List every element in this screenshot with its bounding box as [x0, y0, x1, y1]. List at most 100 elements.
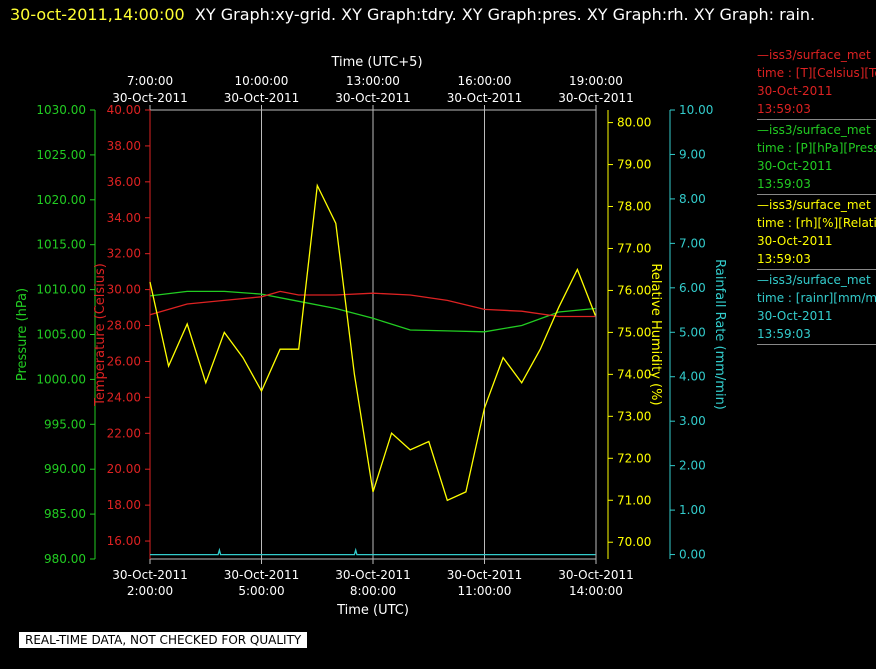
legend-entry-line1: —iss3/surface_met [757, 48, 871, 62]
temperature-tick-label: 22.00 [107, 426, 141, 440]
pressure-tick-label: 1020.00 [36, 193, 86, 207]
legend-entry-line3: 30-Oct-2011 [757, 84, 833, 98]
quality-notice: REAL-TIME DATA, NOT CHECKED FOR QUALITY [19, 632, 308, 648]
top-tick-date: 30-Oct-2011 [224, 91, 300, 105]
pressure-tick-label: 1005.00 [36, 328, 86, 342]
legend-entry-line4: 13:59:03 [757, 102, 811, 116]
legend-entry-line3: 30-Oct-2011 [757, 159, 833, 173]
humidity-tick-label: 77.00 [617, 241, 651, 255]
temperature-tick-label: 16.00 [107, 534, 141, 548]
top-axis-label: Time (UTC+5) [330, 55, 422, 70]
humidity-tick-label: 70.00 [617, 535, 651, 549]
legend-entry-line4: 13:59:03 [757, 327, 811, 341]
x-axis-label: Time (UTC) [336, 603, 409, 618]
top-tick-date: 30-Oct-2011 [447, 91, 523, 105]
pressure-axis-label: Pressure (hPa) [15, 288, 30, 381]
pressure-tick-label: 980.00 [44, 552, 86, 566]
humidity-tick-label: 75.00 [617, 325, 651, 339]
temperature-tick-label: 18.00 [107, 498, 141, 512]
x-tick-date: 30-Oct-2011 [335, 568, 411, 582]
humidity-tick-label: 74.00 [617, 367, 651, 381]
x-tick-time: 2:00:00 [127, 584, 173, 598]
top-tick-date: 30-Oct-2011 [558, 91, 634, 105]
temperature-tick-label: 34.00 [107, 211, 141, 225]
x-tick-date: 30-Oct-2011 [558, 568, 634, 582]
temperature-tick-label: 30.00 [107, 283, 141, 297]
multi-axis-chart: 30-Oct-2011 2:00:00 30-Oct-2011 5:00:00 30-O… [15, 55, 727, 618]
rainfall-tick-label: 4.00 [679, 370, 706, 384]
top-tick-time: 13:00:00 [346, 74, 400, 88]
humidity-tick-label: 71.00 [617, 493, 651, 507]
pressure-tick-label: 995.00 [44, 417, 86, 431]
temperature-axis-label: Temperature (Celsius) [93, 263, 108, 407]
temperature-tick-label: 38.00 [107, 139, 141, 153]
pressure-tick-label: 1000.00 [36, 372, 86, 386]
rainfall-tick-label: 0.00 [679, 548, 706, 562]
humidity-tick-label: 76.00 [617, 283, 651, 297]
legend: —iss3/surface_met time : [T][Celsius][Te 3… [757, 46, 876, 346]
title-text: XY Graph:xy-grid. XY Graph:tdry. XY Grap… [194, 5, 816, 24]
pressure-tick-label: 1010.00 [36, 283, 86, 297]
x-tick-date: 30-Oct-2011 [112, 568, 188, 582]
legend-entry-line2: time : [rh][%][Relativ [757, 216, 876, 230]
temperature-tick-label: 40.00 [107, 103, 141, 117]
temperature-series-line [149, 290, 596, 318]
legend-entry-line3: 30-Oct-2011 [757, 309, 833, 323]
rainfall-tick-label: 1.00 [679, 503, 706, 517]
humidity-tick-label: 79.00 [617, 158, 651, 172]
temperature-tick-label: 20.00 [107, 462, 141, 476]
x-tick-time: 11:00:00 [458, 584, 512, 598]
legend-entry-line1: —iss3/surface_met [757, 198, 871, 212]
pressure-tick-label: 985.00 [44, 507, 86, 521]
x-tick-time: 8:00:00 [350, 584, 396, 598]
legend-entry-line1: —iss3/surface_met [757, 123, 871, 137]
rainfall-tick-label: 5.00 [679, 325, 706, 339]
temperature-tick-label: 24.00 [107, 390, 141, 404]
rainfall-series-line [150, 547, 596, 556]
x-tick-date: 30-Oct-2011 [224, 568, 300, 582]
top-tick-time: 19:00:00 [569, 74, 623, 88]
legend-entry-line4: 13:59:03 [757, 177, 811, 191]
pressure-tick-label: 990.00 [44, 462, 86, 476]
rainfall-axis-label: Rainfall Rate (mm/min) [712, 259, 727, 410]
rainfall-tick-label: 10.00 [679, 103, 713, 117]
top-tick-time: 7:00:00 [127, 74, 173, 88]
rainfall-tick-label: 2.00 [679, 459, 706, 473]
humidity-axis-label: Relative Humidity (%) [648, 263, 663, 405]
legend-entry-line4: 13:59:03 [757, 252, 811, 266]
x-tick-time: 14:00:00 [569, 584, 623, 598]
pressure-tick-label: 1015.00 [36, 238, 86, 252]
rainfall-tick-label: 9.00 [679, 147, 706, 161]
rainfall-tick-label: 8.00 [679, 192, 706, 206]
pressure-tick-label: 1030.00 [36, 103, 86, 117]
graph-title: 30-oct-2011,14:00:00 XY Graph:xy-grid. X… [10, 0, 860, 29]
humidity-tick-label: 72.00 [617, 451, 651, 465]
pressure-tick-label: 1025.00 [36, 148, 86, 162]
temperature-tick-label: 32.00 [107, 247, 141, 261]
humidity-series-line [149, 183, 597, 502]
temperature-tick-label: 28.00 [107, 319, 141, 333]
legend-entry-line2: time : [P][hPa][Press [757, 141, 876, 155]
legend-entry-line3: 30-Oct-2011 [757, 234, 833, 248]
temperature-tick-label: 36.00 [107, 175, 141, 189]
rainfall-tick-label: 6.00 [679, 281, 706, 295]
x-tick-time: 5:00:00 [238, 584, 284, 598]
top-tick-date: 30-Oct-2011 [112, 91, 188, 105]
temperature-tick-label: 26.00 [107, 354, 141, 368]
title-timestamp: 30-oct-2011,14:00:00 [10, 5, 185, 24]
top-tick-time: 16:00:00 [458, 74, 512, 88]
rainfall-tick-label: 3.00 [679, 414, 706, 428]
pressure-series-line [149, 290, 596, 333]
top-tick-time: 10:00:00 [235, 74, 289, 88]
x-tick-date: 30-Oct-2011 [447, 568, 523, 582]
humidity-tick-label: 73.00 [617, 409, 651, 423]
legend-entry-line1: —iss3/surface_met [757, 273, 871, 287]
legend-entry-line2: time : [T][Celsius][Te [757, 66, 876, 80]
legend-entry-line2: time : [rainr][mm/mi [757, 291, 876, 305]
top-tick-date: 30-Oct-2011 [335, 91, 411, 105]
humidity-tick-label: 80.00 [617, 116, 651, 130]
